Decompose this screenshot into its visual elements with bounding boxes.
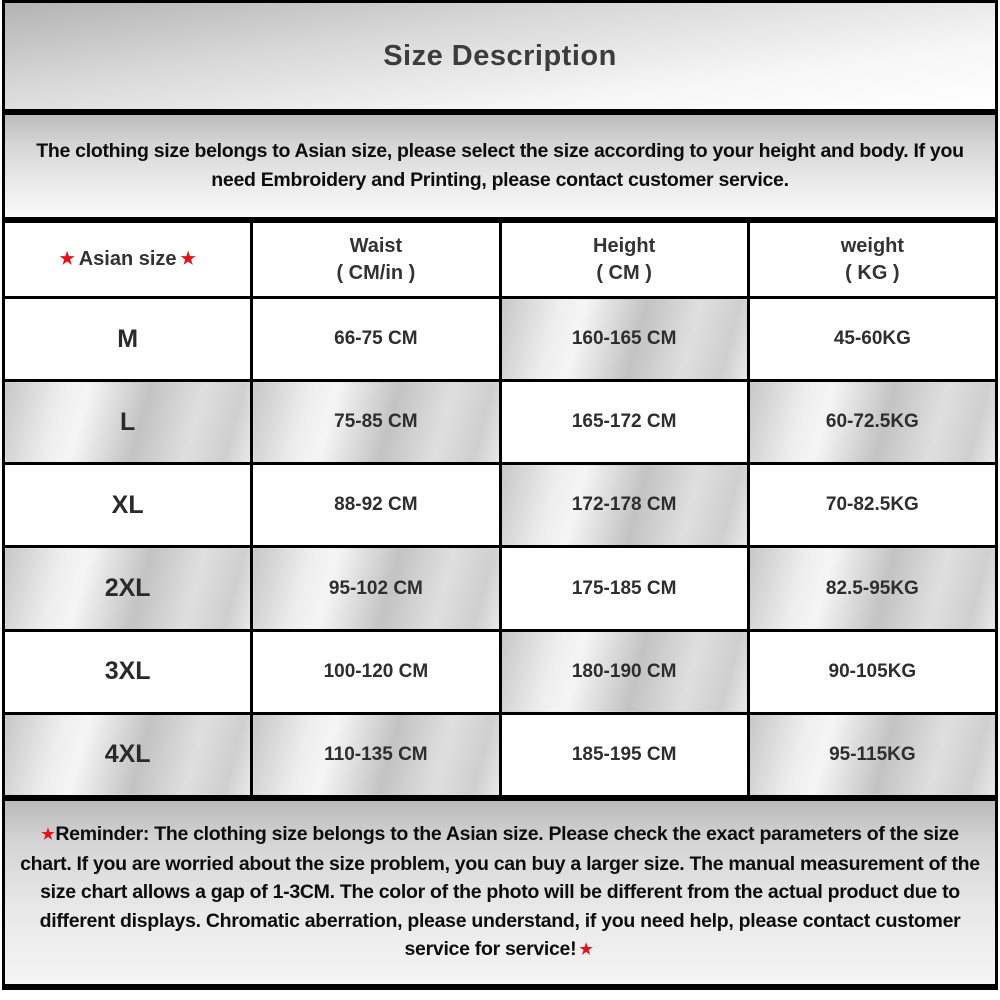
weight-cell: 45-60KG bbox=[746, 295, 999, 383]
table-row: L 75-85 CM 165-172 CM 60-72.5KG bbox=[1, 379, 999, 466]
star-icon: ★ bbox=[41, 826, 55, 844]
size-cell: XL bbox=[1, 462, 254, 549]
table-row: 2XL 95-102 CM 175-185 CM 82.5-95KG bbox=[1, 545, 999, 632]
weight-cell: 95-115KG bbox=[746, 711, 999, 799]
waist-cell: 66-75 CM bbox=[250, 295, 502, 383]
header-waist-label: Waist bbox=[349, 234, 403, 257]
waist-cell: 95-102 CM bbox=[250, 545, 502, 632]
size-cell: 2XL bbox=[1, 545, 254, 632]
size-table: ★ Asian size ★ Waist ( CM/in ) Height ( CM… bbox=[1, 220, 999, 799]
weight-cell: 70-82.5KG bbox=[746, 462, 999, 549]
reminder-text-body: Reminder: The clothing size belongs to t… bbox=[20, 823, 980, 961]
header-waist-unit: ( CM/in ) bbox=[336, 261, 416, 284]
size-cell: M bbox=[1, 295, 254, 383]
table-row: XL 88-92 CM 172-178 CM 70-82.5KG bbox=[1, 462, 999, 549]
waist-cell: 75-85 CM bbox=[250, 379, 502, 466]
table-row: 4XL 110-135 CM 185-195 CM 95-115KG bbox=[1, 711, 999, 799]
table-row: M 66-75 CM 160-165 CM 45-60KG bbox=[1, 295, 999, 383]
waist-cell: 100-120 CM bbox=[250, 628, 502, 715]
header-height: Height ( CM ) bbox=[498, 220, 750, 299]
star-icon: ★ bbox=[180, 249, 196, 268]
star-icon: ★ bbox=[579, 941, 593, 959]
notice-text: The clothing size belongs to Asian size,… bbox=[36, 140, 964, 191]
table-header-row: ★ Asian size ★ Waist ( CM/in ) Height ( CM… bbox=[1, 220, 999, 299]
reminder-section: ★Reminder: The clothing size belongs to … bbox=[2, 798, 998, 990]
header-weight-unit: ( KG ) bbox=[845, 261, 900, 284]
header-asian-size-label: Asian size bbox=[78, 248, 177, 270]
header-weight-label: weight bbox=[840, 234, 905, 257]
height-cell: 175-185 CM bbox=[498, 545, 750, 632]
size-cell: 4XL bbox=[1, 711, 254, 799]
title-section: Size Description bbox=[2, 0, 998, 112]
weight-cell: 90-105KG bbox=[746, 628, 999, 715]
page-title: Size Description bbox=[383, 39, 617, 72]
header-weight: weight ( KG ) bbox=[746, 220, 999, 299]
waist-cell: 88-92 CM bbox=[250, 462, 502, 549]
weight-cell: 82.5-95KG bbox=[746, 545, 999, 632]
reminder-text: ★Reminder: The clothing size belongs to … bbox=[17, 820, 983, 965]
star-icon: ★ bbox=[59, 249, 75, 268]
weight-cell: 60-72.5KG bbox=[746, 379, 999, 466]
size-cell: 3XL bbox=[1, 628, 254, 715]
height-cell: 165-172 CM bbox=[498, 379, 750, 466]
waist-cell: 110-135 CM bbox=[250, 711, 502, 799]
size-cell: L bbox=[1, 379, 254, 466]
height-cell: 185-195 CM bbox=[498, 711, 750, 799]
header-height-unit: ( CM ) bbox=[596, 261, 652, 284]
header-asian-size: ★ Asian size ★ bbox=[1, 220, 254, 299]
height-cell: 160-165 CM bbox=[498, 295, 750, 383]
height-cell: 180-190 CM bbox=[498, 628, 750, 715]
header-waist: Waist ( CM/in ) bbox=[250, 220, 502, 299]
height-cell: 172-178 CM bbox=[498, 462, 750, 549]
table-row: 3XL 100-120 CM 180-190 CM 90-105KG bbox=[1, 628, 999, 715]
header-height-label: Height bbox=[593, 234, 656, 257]
notice-section: The clothing size belongs to Asian size,… bbox=[2, 112, 998, 220]
